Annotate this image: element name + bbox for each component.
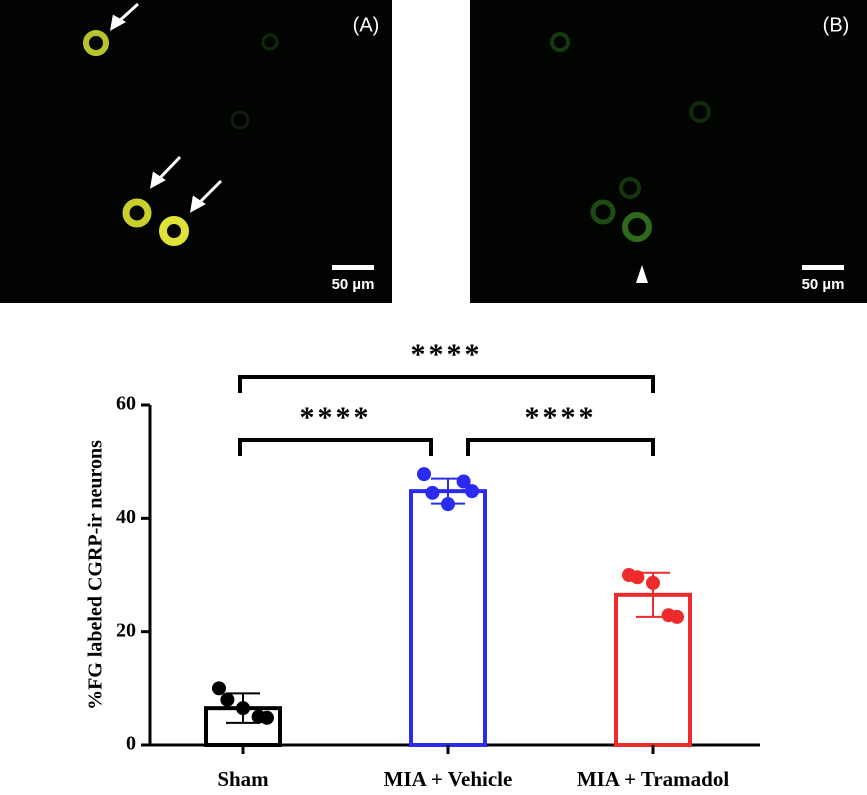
cell	[261, 33, 279, 51]
micrograph	[0, 0, 392, 303]
panel-label: (B)	[823, 14, 850, 36]
chart: 0 20 40 60 Sham MIA + Vehicle MIA + Tramadol **…	[116, 338, 760, 791]
cell	[550, 32, 570, 52]
y-tick-label: 0	[126, 733, 136, 755]
significance-label: ****	[300, 401, 372, 434]
micrograph	[470, 0, 867, 303]
bar	[409, 489, 487, 747]
significance-bracket	[238, 438, 433, 456]
data-point	[417, 467, 431, 482]
x-tick-label: MIA + Tramadol	[577, 767, 730, 791]
y-tick-label: 20	[116, 619, 136, 641]
scale-bar-label: 50 µm	[802, 276, 845, 293]
panel-a: (A) 50 µm	[0, 0, 392, 303]
x-tick-label: MIA + Vehicle	[384, 767, 513, 791]
cell	[122, 198, 152, 228]
panel-b: (B) 50 µm	[470, 0, 867, 303]
panel-label: (A)	[353, 14, 380, 36]
cell	[83, 30, 109, 56]
data-point	[212, 681, 226, 696]
data-point	[630, 570, 645, 585]
data-point	[220, 692, 235, 707]
data-point	[425, 485, 440, 500]
arrows	[109, 2, 223, 213]
data-point	[670, 609, 684, 624]
scale-bar	[332, 265, 374, 270]
significance-label: ****	[411, 338, 483, 371]
data-point	[441, 497, 455, 512]
significance-label: ****	[525, 401, 597, 434]
cell	[590, 199, 616, 225]
arrowhead	[636, 265, 648, 283]
cell	[689, 101, 711, 123]
data-point	[236, 701, 250, 716]
x-tick-label: Sham	[217, 767, 269, 791]
y-tick-label: 60	[116, 393, 136, 415]
scale-bar-label: 50 µm	[332, 276, 375, 293]
significance-bracket	[238, 375, 655, 393]
y-tick-label: 40	[116, 506, 136, 528]
scale-bar	[802, 265, 844, 270]
data-point	[646, 575, 660, 590]
cell	[159, 216, 189, 246]
cell	[230, 110, 250, 130]
data-point	[465, 484, 479, 499]
cell	[619, 177, 641, 199]
y-axis-label: %FG labeled CGRP-ir neurons	[85, 440, 107, 710]
data-point	[260, 710, 274, 725]
cell	[622, 212, 652, 242]
significance-bracket	[466, 438, 655, 456]
data-point	[456, 474, 471, 489]
